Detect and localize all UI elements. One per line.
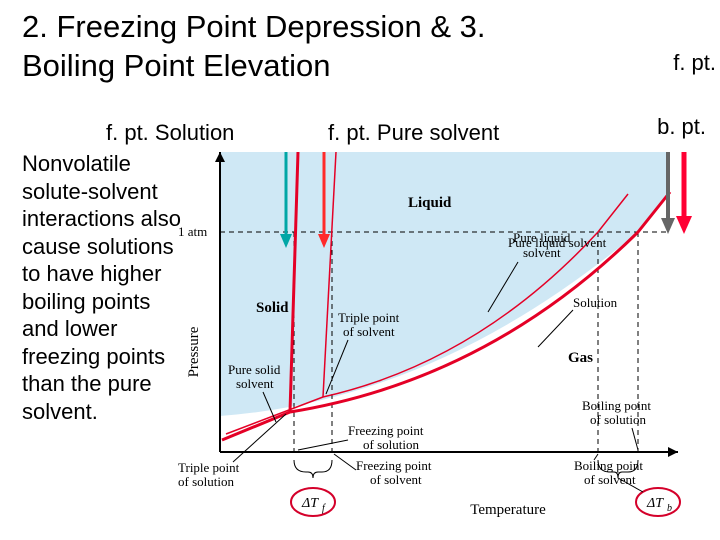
gas-label: Gas	[568, 350, 593, 366]
tp-solvent-l1: Triple point	[338, 310, 400, 325]
title-line-1: 2. Freezing Point Depression & 3.	[22, 9, 486, 44]
fp-solvent-leader	[334, 454, 356, 470]
tp-solution-l2: of solution	[178, 474, 234, 489]
solid-label: Solid	[256, 300, 289, 316]
one-atm-label: 1 atm	[178, 224, 207, 239]
svg-text:ΔT: ΔT	[646, 496, 664, 511]
phase-diagram: 1 atm Pressure Temperature Solid Liquid …	[178, 152, 714, 532]
pure-solid-label-l1: Pure solid	[228, 362, 281, 377]
bp-solvent-l2: of solvent	[584, 472, 636, 487]
x-axis-label: Temperature	[470, 502, 546, 518]
svg-text:b: b	[667, 503, 672, 514]
tp-solvent-l2: of solvent	[343, 324, 395, 339]
slide: 2. Freezing Point Depression & 3. Boilin…	[0, 0, 720, 540]
label-fpt-right: f. pt.	[673, 50, 716, 76]
x-axis-arrow-icon	[668, 447, 678, 457]
delta-tf-box: ΔT f	[291, 488, 335, 516]
pure-solid-label-l2: solvent	[236, 376, 274, 391]
bp-solution-l1: Boiling point	[582, 398, 651, 413]
fp-solvent-l1: Freezing point	[356, 458, 432, 473]
delta-tf-brace	[294, 460, 332, 478]
label-bpt-right: b. pt.	[657, 114, 706, 140]
label-fpt-pure: f. pt. Pure solvent	[328, 120, 499, 146]
tp-solution-l1: Triple point	[178, 460, 240, 475]
fp-solution-l2: of solution	[363, 437, 419, 452]
solution-label: Solution	[573, 295, 618, 310]
slide-title: 2. Freezing Point Depression & 3. Boilin…	[22, 8, 486, 86]
bp-solution-l2: of solution	[590, 412, 646, 427]
title-line-2: Boiling Point Elevation	[22, 48, 330, 83]
svg-text:ΔT: ΔT	[301, 496, 319, 511]
y-axis-label: Pressure	[186, 326, 202, 377]
fpt-right-arrowhead-icon	[676, 216, 692, 234]
fp-solvent-l2: of solvent	[370, 472, 422, 487]
label-fpt-solution: f. pt. Solution	[106, 120, 234, 146]
pure-liquid-label-l2: solvent	[523, 245, 561, 260]
fp-solution-l1: Freezing point	[348, 423, 424, 438]
body-text: Nonvolatile solute-solvent interactions …	[22, 150, 182, 425]
liquid-label: Liquid	[408, 195, 452, 211]
pure-liquid-label-l1: Pure liquid	[513, 230, 571, 245]
